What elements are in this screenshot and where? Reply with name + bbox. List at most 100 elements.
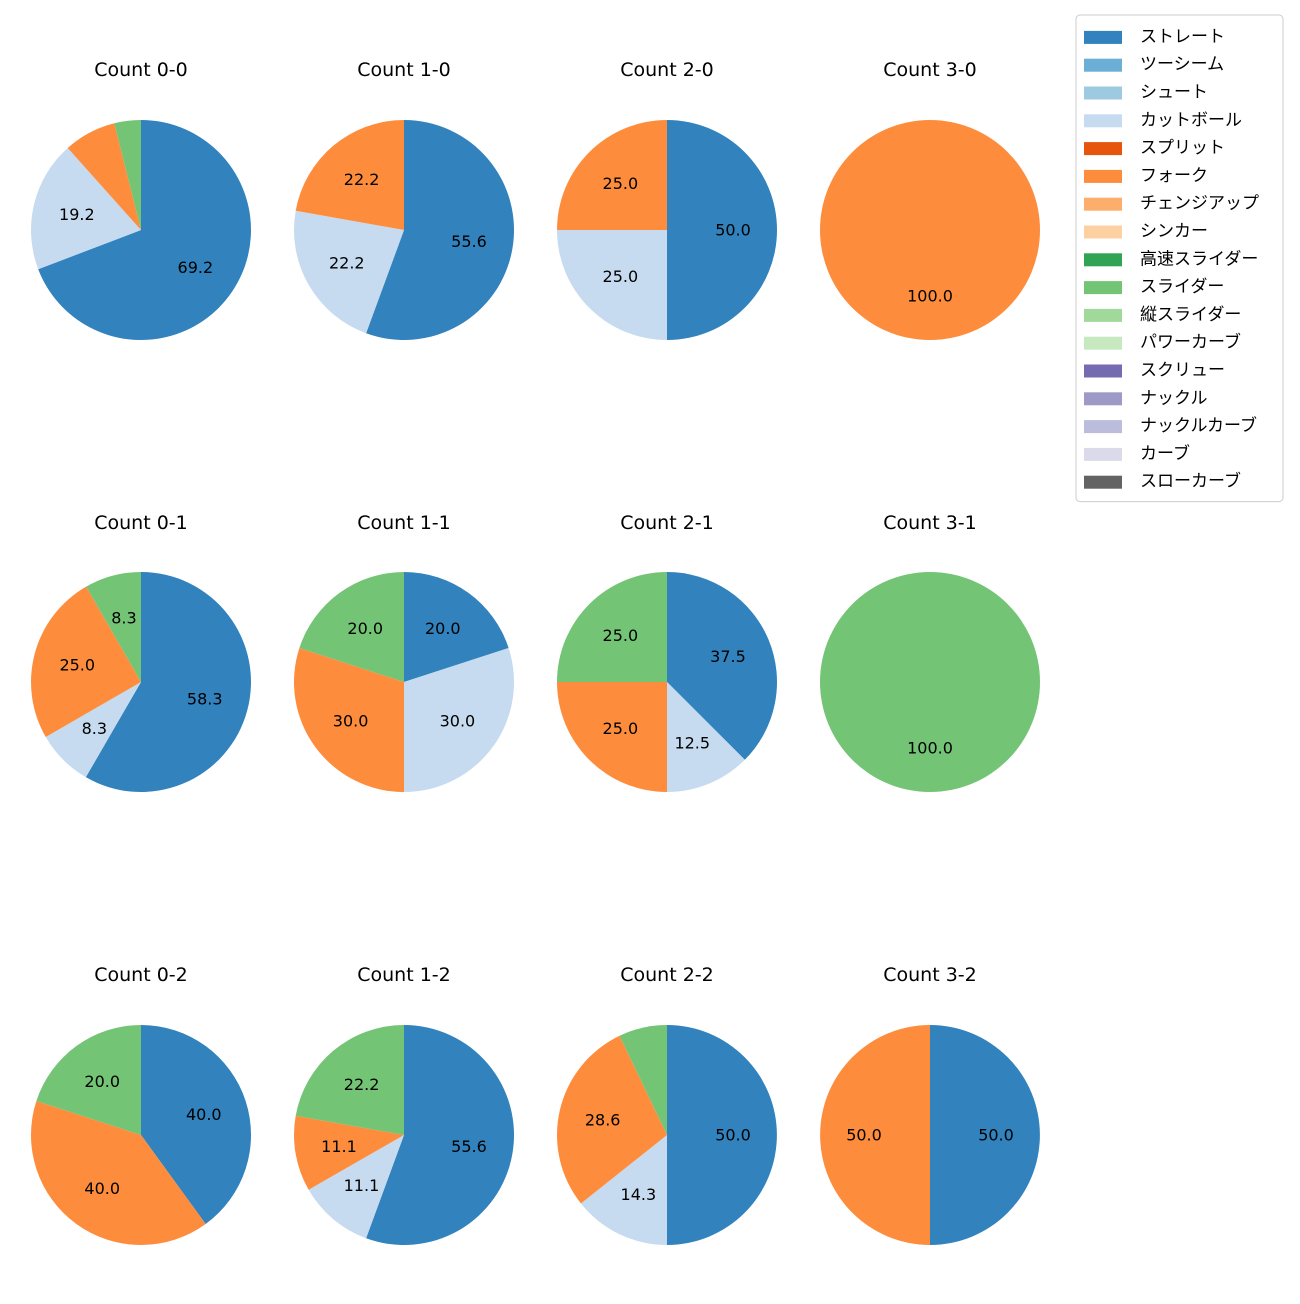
- pie-slice: [667, 1025, 777, 1245]
- legend-label: フォーク: [1140, 166, 1208, 186]
- legend-swatch: [1084, 336, 1122, 350]
- pie-5: Count 0-1 58.3 8.3 25.0 8.3: [31, 512, 251, 792]
- legend-label: 縦スライダー: [1140, 305, 1241, 325]
- pie-title: Count 0-2: [94, 964, 188, 986]
- legend-label: シュート: [1140, 83, 1208, 103]
- legend-swatch: [1084, 392, 1122, 406]
- pie-slice: [67, 123, 141, 230]
- legend-swatch: [1084, 253, 1122, 267]
- pie-slice: [667, 682, 745, 792]
- legend-item: スローカーブ: [1084, 471, 1241, 492]
- pie-slice: [930, 1025, 1040, 1245]
- legend-label: チェンジアップ: [1140, 194, 1259, 214]
- pie-slice: [619, 1025, 667, 1135]
- pie-title: Count 1-0: [357, 59, 451, 81]
- pie-slice: [294, 210, 404, 334]
- legend-item: 縦スライダー: [1084, 305, 1241, 325]
- pie-slice: [86, 572, 141, 682]
- slice-label: 22.2: [329, 253, 365, 272]
- slice-label: 30.0: [440, 711, 476, 730]
- slice-label: 69.2: [178, 258, 214, 277]
- pie-slice: [667, 572, 777, 760]
- pie-title: Count 3-1: [883, 512, 977, 534]
- pie-9: Count 0-2 40.0 40.0 20.0: [30, 964, 252, 1246]
- slice-label: 25.0: [603, 719, 639, 738]
- pie-title: Count 1-2: [357, 964, 451, 986]
- legend-label: カーブ: [1140, 443, 1190, 464]
- pie-10: Count 1-2 55.6 11.1 11.1 22.2: [294, 964, 515, 1245]
- legend-swatch: [1084, 447, 1122, 461]
- legend-swatch: [1084, 308, 1122, 322]
- pie-slice: [31, 586, 141, 737]
- legend-swatch: [1084, 30, 1122, 44]
- legend-swatch: [1084, 420, 1122, 434]
- slice-label: 50.0: [715, 221, 751, 240]
- slice-label: 55.6: [451, 232, 487, 251]
- pie-1: Count 0-0 69.2 19.2: [30, 59, 251, 340]
- pie-slice: [557, 682, 667, 792]
- legend-label: ストレート: [1140, 27, 1225, 47]
- slice-label: 55.6: [451, 1137, 487, 1156]
- legend-swatch: [1084, 281, 1122, 295]
- slice-label: 11.1: [321, 1137, 357, 1156]
- pie-slice: [36, 1025, 141, 1135]
- legend-item: シンカー: [1084, 222, 1208, 242]
- legend-item: スクリュー: [1084, 361, 1225, 381]
- pie-7: Count 2-1 37.5 12.5 25.0 25.0: [557, 512, 777, 792]
- pie-8: Count 3-1 100.0: [820, 512, 1040, 792]
- legend-swatch: [1084, 475, 1122, 489]
- legend-label: スライダー: [1140, 277, 1224, 297]
- legend-swatch: [1084, 142, 1122, 156]
- pie-slice: [366, 1025, 515, 1245]
- slice-label: 8.3: [111, 609, 136, 628]
- slice-label: 25.0: [603, 267, 639, 286]
- legend-item: チェンジアップ: [1084, 194, 1259, 214]
- pie-slice: [294, 1115, 404, 1190]
- pie-slice: [85, 572, 251, 792]
- legend-item: 高速スライダー: [1084, 249, 1258, 269]
- slice-label: 19.2: [59, 205, 95, 224]
- legend-item: スプリット: [1084, 138, 1225, 158]
- legend-label: パワーカーブ: [1140, 332, 1241, 353]
- legend-item: フォーク: [1084, 166, 1208, 186]
- pie-12: Count 3-2 50.0 50.0: [820, 964, 1040, 1245]
- pie-2: Count 1-0 55.6 22.2 22.2: [294, 59, 515, 340]
- slice-label: 58.3: [187, 690, 223, 709]
- legend-item: カーブ: [1084, 443, 1190, 464]
- legend-label: カットボール: [1140, 110, 1242, 130]
- legend-label: スプリット: [1140, 138, 1225, 158]
- pie-slice: [38, 120, 251, 340]
- pie-title: Count 2-1: [620, 512, 714, 534]
- legend-item: シュート: [1084, 83, 1208, 103]
- slice-label: 20.0: [84, 1072, 120, 1091]
- legend-swatch: [1084, 58, 1122, 72]
- pie-title: Count 3-2: [883, 964, 977, 986]
- pie-3: Count 2-0 50.0 25.0 25.0: [557, 59, 777, 340]
- legend-item: スライダー: [1084, 277, 1224, 297]
- legend-label: スクリュー: [1140, 361, 1225, 381]
- pie-slice: [366, 119, 515, 340]
- legend-item: カットボール: [1084, 110, 1242, 130]
- pie-slice: [30, 147, 141, 270]
- legend-label: スローカーブ: [1140, 471, 1241, 492]
- slice-label: 50.0: [846, 1126, 882, 1145]
- pie-title: Count 3-0: [883, 59, 977, 81]
- slice-label: 50.0: [715, 1126, 751, 1145]
- pie-slice: [557, 1035, 667, 1204]
- pie-11: Count 2-2 50.0 14.3 28.6: [557, 964, 777, 1245]
- legend: ストレートツーシームシュートカットボールスプリットフォークチェンジアップシンカー…: [1075, 14, 1284, 503]
- legend-swatch: [1084, 169, 1122, 183]
- slice-label: 22.2: [344, 170, 380, 189]
- pie-slice: [820, 120, 1040, 340]
- legend-swatch: [1084, 197, 1122, 211]
- slice-label: 20.0: [425, 619, 461, 638]
- pie-6: Count 1-1 20.0 30.0 30.0 20.0: [293, 512, 515, 793]
- pie-slice: [114, 120, 141, 230]
- legend-frame: [1075, 14, 1284, 503]
- slice-label: 11.1: [344, 1176, 380, 1195]
- pie-slice: [404, 648, 515, 793]
- pie-slice: [557, 572, 667, 682]
- legend-item: ツーシーム: [1084, 55, 1224, 75]
- slice-label: 8.3: [82, 719, 107, 738]
